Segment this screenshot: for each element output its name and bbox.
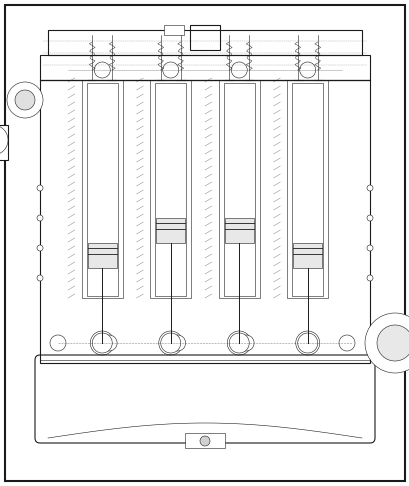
Circle shape — [338, 335, 354, 351]
Circle shape — [366, 245, 372, 251]
Circle shape — [366, 275, 372, 281]
Circle shape — [376, 325, 409, 361]
Circle shape — [200, 436, 209, 446]
Bar — [88, 243, 117, 268]
Circle shape — [231, 62, 247, 78]
Circle shape — [37, 215, 43, 221]
Bar — [155, 83, 186, 296]
Circle shape — [299, 62, 315, 78]
Bar — [286, 80, 328, 298]
Circle shape — [7, 82, 43, 118]
Bar — [0, 125, 8, 160]
Circle shape — [238, 335, 254, 351]
Circle shape — [96, 337, 108, 349]
Circle shape — [169, 335, 185, 351]
Bar — [223, 83, 254, 296]
Circle shape — [158, 331, 182, 355]
Circle shape — [233, 337, 245, 349]
Circle shape — [295, 331, 319, 355]
Circle shape — [37, 245, 43, 251]
Bar — [218, 80, 259, 298]
Bar — [292, 83, 322, 296]
Circle shape — [164, 337, 176, 349]
Circle shape — [92, 333, 112, 353]
Circle shape — [162, 62, 178, 78]
Circle shape — [37, 275, 43, 281]
Circle shape — [94, 62, 110, 78]
Circle shape — [160, 333, 180, 353]
Circle shape — [364, 313, 409, 373]
Circle shape — [227, 331, 251, 355]
Circle shape — [366, 185, 372, 191]
Bar — [156, 218, 185, 243]
Bar — [40, 55, 369, 80]
Bar — [292, 243, 321, 268]
Circle shape — [50, 335, 66, 351]
Circle shape — [366, 215, 372, 221]
Bar — [48, 30, 361, 55]
Circle shape — [297, 333, 317, 353]
Bar — [189, 25, 220, 50]
Bar — [40, 80, 369, 363]
Bar — [224, 218, 253, 243]
Bar — [87, 83, 117, 296]
Circle shape — [0, 125, 8, 155]
Circle shape — [101, 335, 117, 351]
Circle shape — [90, 331, 114, 355]
Bar — [184, 433, 225, 448]
Bar — [164, 25, 184, 35]
Circle shape — [15, 90, 35, 110]
Bar — [150, 80, 191, 298]
Bar — [81, 80, 123, 298]
Circle shape — [37, 185, 43, 191]
Circle shape — [301, 337, 313, 349]
Circle shape — [229, 333, 249, 353]
